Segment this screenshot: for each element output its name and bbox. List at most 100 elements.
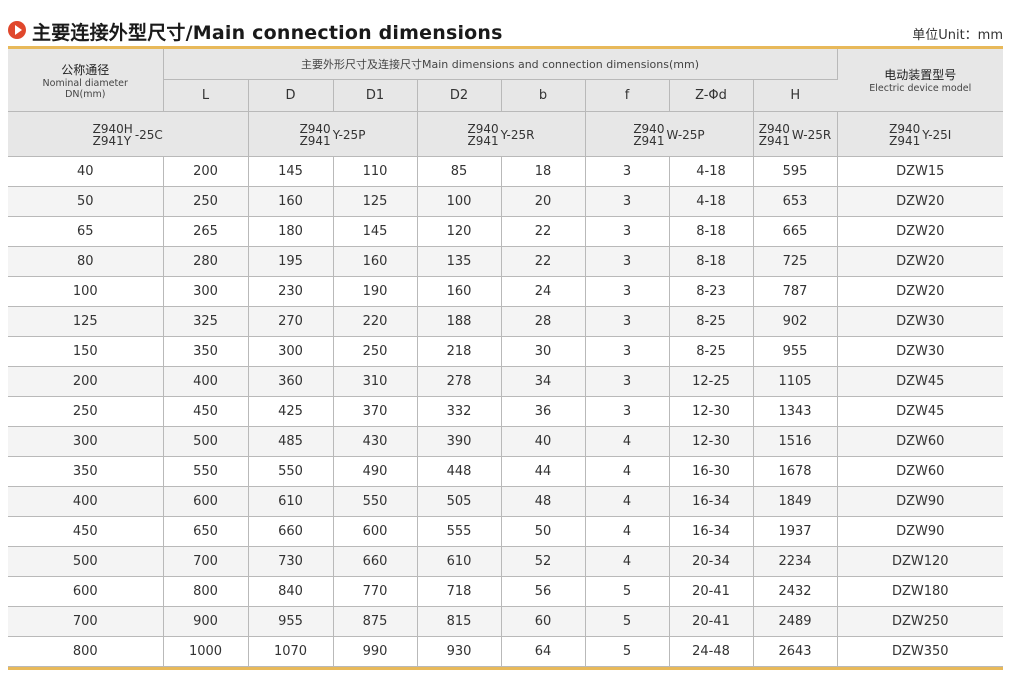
table-cell: 65 xyxy=(8,216,164,247)
bottom-divider xyxy=(8,667,1003,670)
model-code-b: Z941 xyxy=(889,133,921,148)
model-code-a: Z940 xyxy=(299,121,331,136)
table-cell: 555 xyxy=(417,516,502,547)
table-cell: 730 xyxy=(248,546,334,577)
table-cell: DZW20 xyxy=(837,186,1003,217)
table-cell: 4 xyxy=(585,516,670,547)
table-cell: 390 xyxy=(417,426,502,457)
header-dn-en2: DN(mm) xyxy=(65,88,106,100)
table-cell: 700 xyxy=(8,606,164,637)
table-cell: 610 xyxy=(248,486,334,517)
table-cell: 64 xyxy=(501,636,586,667)
table-cell: 20 xyxy=(501,186,586,217)
table-cell: 2432 xyxy=(753,576,838,607)
table-cell: 1000 xyxy=(163,636,249,667)
table-cell: DZW250 xyxy=(837,606,1003,637)
table-cell: 8-23 xyxy=(669,276,754,307)
table-cell: 8-25 xyxy=(669,336,754,367)
model-row: Z940H Z941Y -25C Z940 Z941 Y-25P Z940 Z941 Y-25R… xyxy=(8,111,1003,157)
table-cell: 160 xyxy=(333,246,418,277)
table-cell: 12-25 xyxy=(669,366,754,397)
table-row: 50 250 160 125 100 20 3 4-18 653 DZW20 xyxy=(8,186,1003,217)
table-cell: 44 xyxy=(501,456,586,487)
model-cell: Z940 Z941 Y-25P xyxy=(248,111,418,157)
table-cell: 840 xyxy=(248,576,334,607)
model-cell: Z940 Z941 Y-25R xyxy=(417,111,586,157)
table-cell: 265 xyxy=(163,216,249,247)
table-cell: 3 xyxy=(585,396,670,427)
model-suffix: Y-25P xyxy=(332,127,366,142)
table-cell: 770 xyxy=(333,576,418,607)
column-header: D2 xyxy=(417,79,502,112)
table-cell: 30 xyxy=(501,336,586,367)
table-cell: 48 xyxy=(501,486,586,517)
header-elec-en: Electric device model xyxy=(869,83,972,94)
header-dn-en1: Nominal diameter xyxy=(42,77,128,89)
table-cell: 40 xyxy=(501,426,586,457)
table-cell: 1937 xyxy=(753,516,838,547)
table-cell: 200 xyxy=(8,366,164,397)
model-codes: Z940 Z941 xyxy=(468,123,499,147)
table-cell: 85 xyxy=(417,156,502,187)
table-cell: 250 xyxy=(333,336,418,367)
table-cell: 4 xyxy=(585,546,670,577)
table-cell: 1343 xyxy=(753,396,838,427)
table-cell: 125 xyxy=(8,306,164,337)
table-cell: 360 xyxy=(248,366,334,397)
table-cell: DZW180 xyxy=(837,576,1003,607)
table-row: 250 450 425 370 332 36 3 12-30 1343 DZW45 xyxy=(8,396,1003,427)
header-dn-cn: 公称通径 xyxy=(61,62,110,77)
table-cell: 24-48 xyxy=(669,636,754,667)
table-row: 150 350 300 250 218 30 3 8-25 955 DZW30 xyxy=(8,336,1003,367)
table-cell: 900 xyxy=(163,606,249,637)
table-cell: 8-18 xyxy=(669,246,754,277)
table-cell: 22 xyxy=(501,216,586,247)
table-cell: 200 xyxy=(163,156,249,187)
table-cell: 600 xyxy=(333,516,418,547)
table-cell: 3 xyxy=(585,276,670,307)
table-cell: 56 xyxy=(501,576,586,607)
model-label: Z940 Z941 W-25R xyxy=(759,123,831,147)
play-circle-icon xyxy=(8,21,26,39)
model-suffix: -25C xyxy=(134,127,163,142)
table-cell: 52 xyxy=(501,546,586,577)
table-cell: 100 xyxy=(8,276,164,307)
table-cell: 16-34 xyxy=(669,486,754,517)
table-cell: 280 xyxy=(163,246,249,277)
table-cell: 718 xyxy=(417,576,502,607)
model-code-a: Z940 xyxy=(758,121,790,136)
table-cell: 40 xyxy=(8,156,164,187)
table-cell: 610 xyxy=(417,546,502,577)
model-codes: Z940 Z941 xyxy=(300,123,331,147)
table-cell: 110 xyxy=(333,156,418,187)
table-cell: 1105 xyxy=(753,366,838,397)
table-cell: DZW30 xyxy=(837,336,1003,367)
table-row: 80 280 195 160 135 22 3 8-18 725 DZW20 xyxy=(8,246,1003,277)
table-cell: DZW60 xyxy=(837,456,1003,487)
column-header: H xyxy=(753,79,837,112)
model-code-b: Z941 xyxy=(633,133,665,148)
model-cell: Z940 Z941 W-25P xyxy=(585,111,754,157)
table-cell: DZW120 xyxy=(837,546,1003,577)
table-row: 350 550 550 490 448 44 4 16-30 1678 DZW60 xyxy=(8,456,1003,487)
model-codes: Z940 Z941 xyxy=(633,123,664,147)
model-code-a: Z940 xyxy=(889,121,921,136)
table-cell: DZW350 xyxy=(837,636,1003,667)
table-cell: 218 xyxy=(417,336,502,367)
table-cell: 815 xyxy=(417,606,502,637)
table-cell: 955 xyxy=(248,606,334,637)
table-cell: 600 xyxy=(8,576,164,607)
model-label: Z940 Z941 Y-25I xyxy=(889,123,951,147)
table-cell: 660 xyxy=(248,516,334,547)
table-cell: 550 xyxy=(333,486,418,517)
table-cell: 1070 xyxy=(248,636,334,667)
table-cell: 160 xyxy=(248,186,334,217)
table-cell: 160 xyxy=(417,276,502,307)
table-cell: 60 xyxy=(501,606,586,637)
table-cell: 28 xyxy=(501,306,586,337)
table-cell: 800 xyxy=(163,576,249,607)
table-row: 40 200 145 110 85 18 3 4-18 595 DZW15 xyxy=(8,156,1003,187)
table-cell: 653 xyxy=(753,186,838,217)
table-cell: 278 xyxy=(417,366,502,397)
table-row: 400 600 610 550 505 48 4 16-34 1849 DZW90 xyxy=(8,486,1003,517)
